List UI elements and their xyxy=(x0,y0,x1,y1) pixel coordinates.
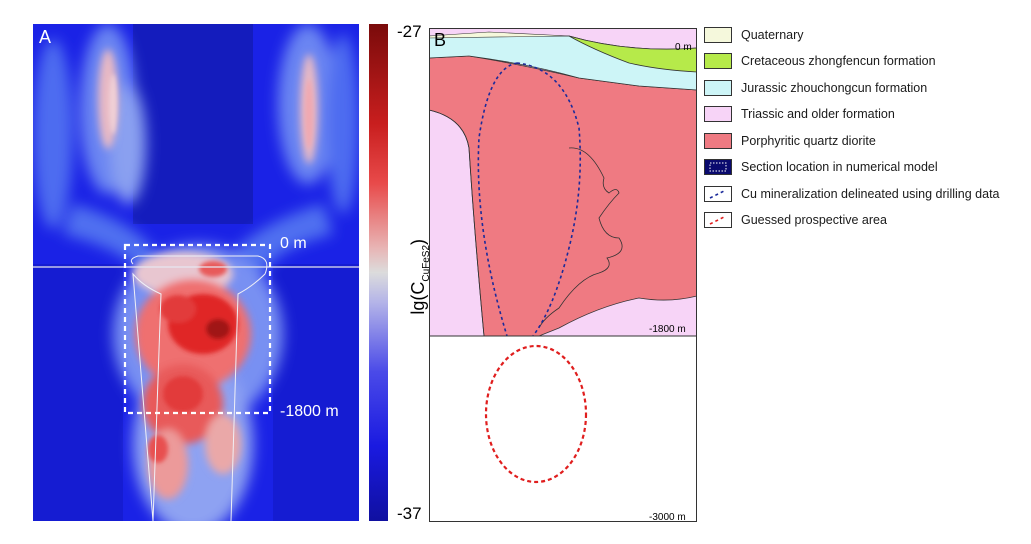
legend-item-quaternary: Quaternary xyxy=(704,26,804,44)
swatch-prospective-area xyxy=(704,212,732,228)
panel-a-letter: A xyxy=(39,27,52,47)
geologic-section-panel: B 0 m -1800 m -3000 m xyxy=(428,28,698,523)
swatch-jurassic xyxy=(704,80,732,96)
legend-item-cu-mineralization: Cu mineralization delineated using drill… xyxy=(704,185,1000,203)
swatch-quaternary xyxy=(704,27,732,43)
colorbar xyxy=(369,24,388,521)
legend-item-jurassic: Jurassic zhouchongcun formation xyxy=(704,79,927,97)
legend-item-section-location: Section location in numerical model xyxy=(704,158,938,176)
swatch-cretaceous xyxy=(704,53,732,69)
legend-item-triassic: Triassic and older formation xyxy=(704,105,895,123)
colorbar-min-label: -37 xyxy=(397,504,422,523)
swatch-section-location xyxy=(704,159,732,175)
colorbar-max-label: -27 xyxy=(397,22,422,41)
legend-item-prospective-area: Guessed prospective area xyxy=(704,211,887,229)
legend-item-diorite: Porphyritic quartz diorite xyxy=(704,132,876,150)
panel-b-depth-mid: -1800 m xyxy=(649,324,686,335)
legend-item-cretaceous: Cretaceous zhongfencun formation xyxy=(704,52,936,70)
panel-b-depth-top: 0 m xyxy=(675,42,692,53)
swatch-diorite xyxy=(704,133,732,149)
numerical-model-panel: A 0 m -1800 m xyxy=(33,24,359,521)
swatch-cu-mineralization xyxy=(704,186,732,202)
panel-b-depth-bottom: -3000 m xyxy=(649,512,686,523)
panel-b-letter: B xyxy=(434,30,447,50)
panel-a-depth-bottom: -1800 m xyxy=(280,403,339,420)
model-heatmap xyxy=(33,24,359,521)
panel-a-depth-top: 0 m xyxy=(280,235,307,252)
geologic-section xyxy=(428,28,698,522)
swatch-triassic xyxy=(704,106,732,122)
